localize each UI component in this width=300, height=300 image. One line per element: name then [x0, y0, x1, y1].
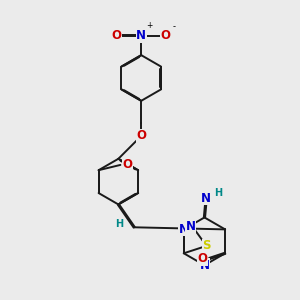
Text: O: O — [122, 158, 132, 171]
Text: S: S — [202, 239, 211, 252]
Text: O: O — [112, 29, 122, 42]
Text: N: N — [179, 223, 189, 236]
Text: -: - — [172, 22, 176, 32]
Text: N: N — [136, 29, 146, 42]
Text: +: + — [146, 22, 152, 31]
Text: O: O — [197, 252, 207, 265]
Text: N: N — [186, 220, 196, 233]
Text: H: H — [214, 188, 223, 198]
Text: N: N — [201, 192, 211, 205]
Text: H: H — [116, 219, 124, 229]
Text: N: N — [200, 259, 209, 272]
Text: O: O — [161, 29, 171, 42]
Text: O: O — [136, 129, 146, 142]
